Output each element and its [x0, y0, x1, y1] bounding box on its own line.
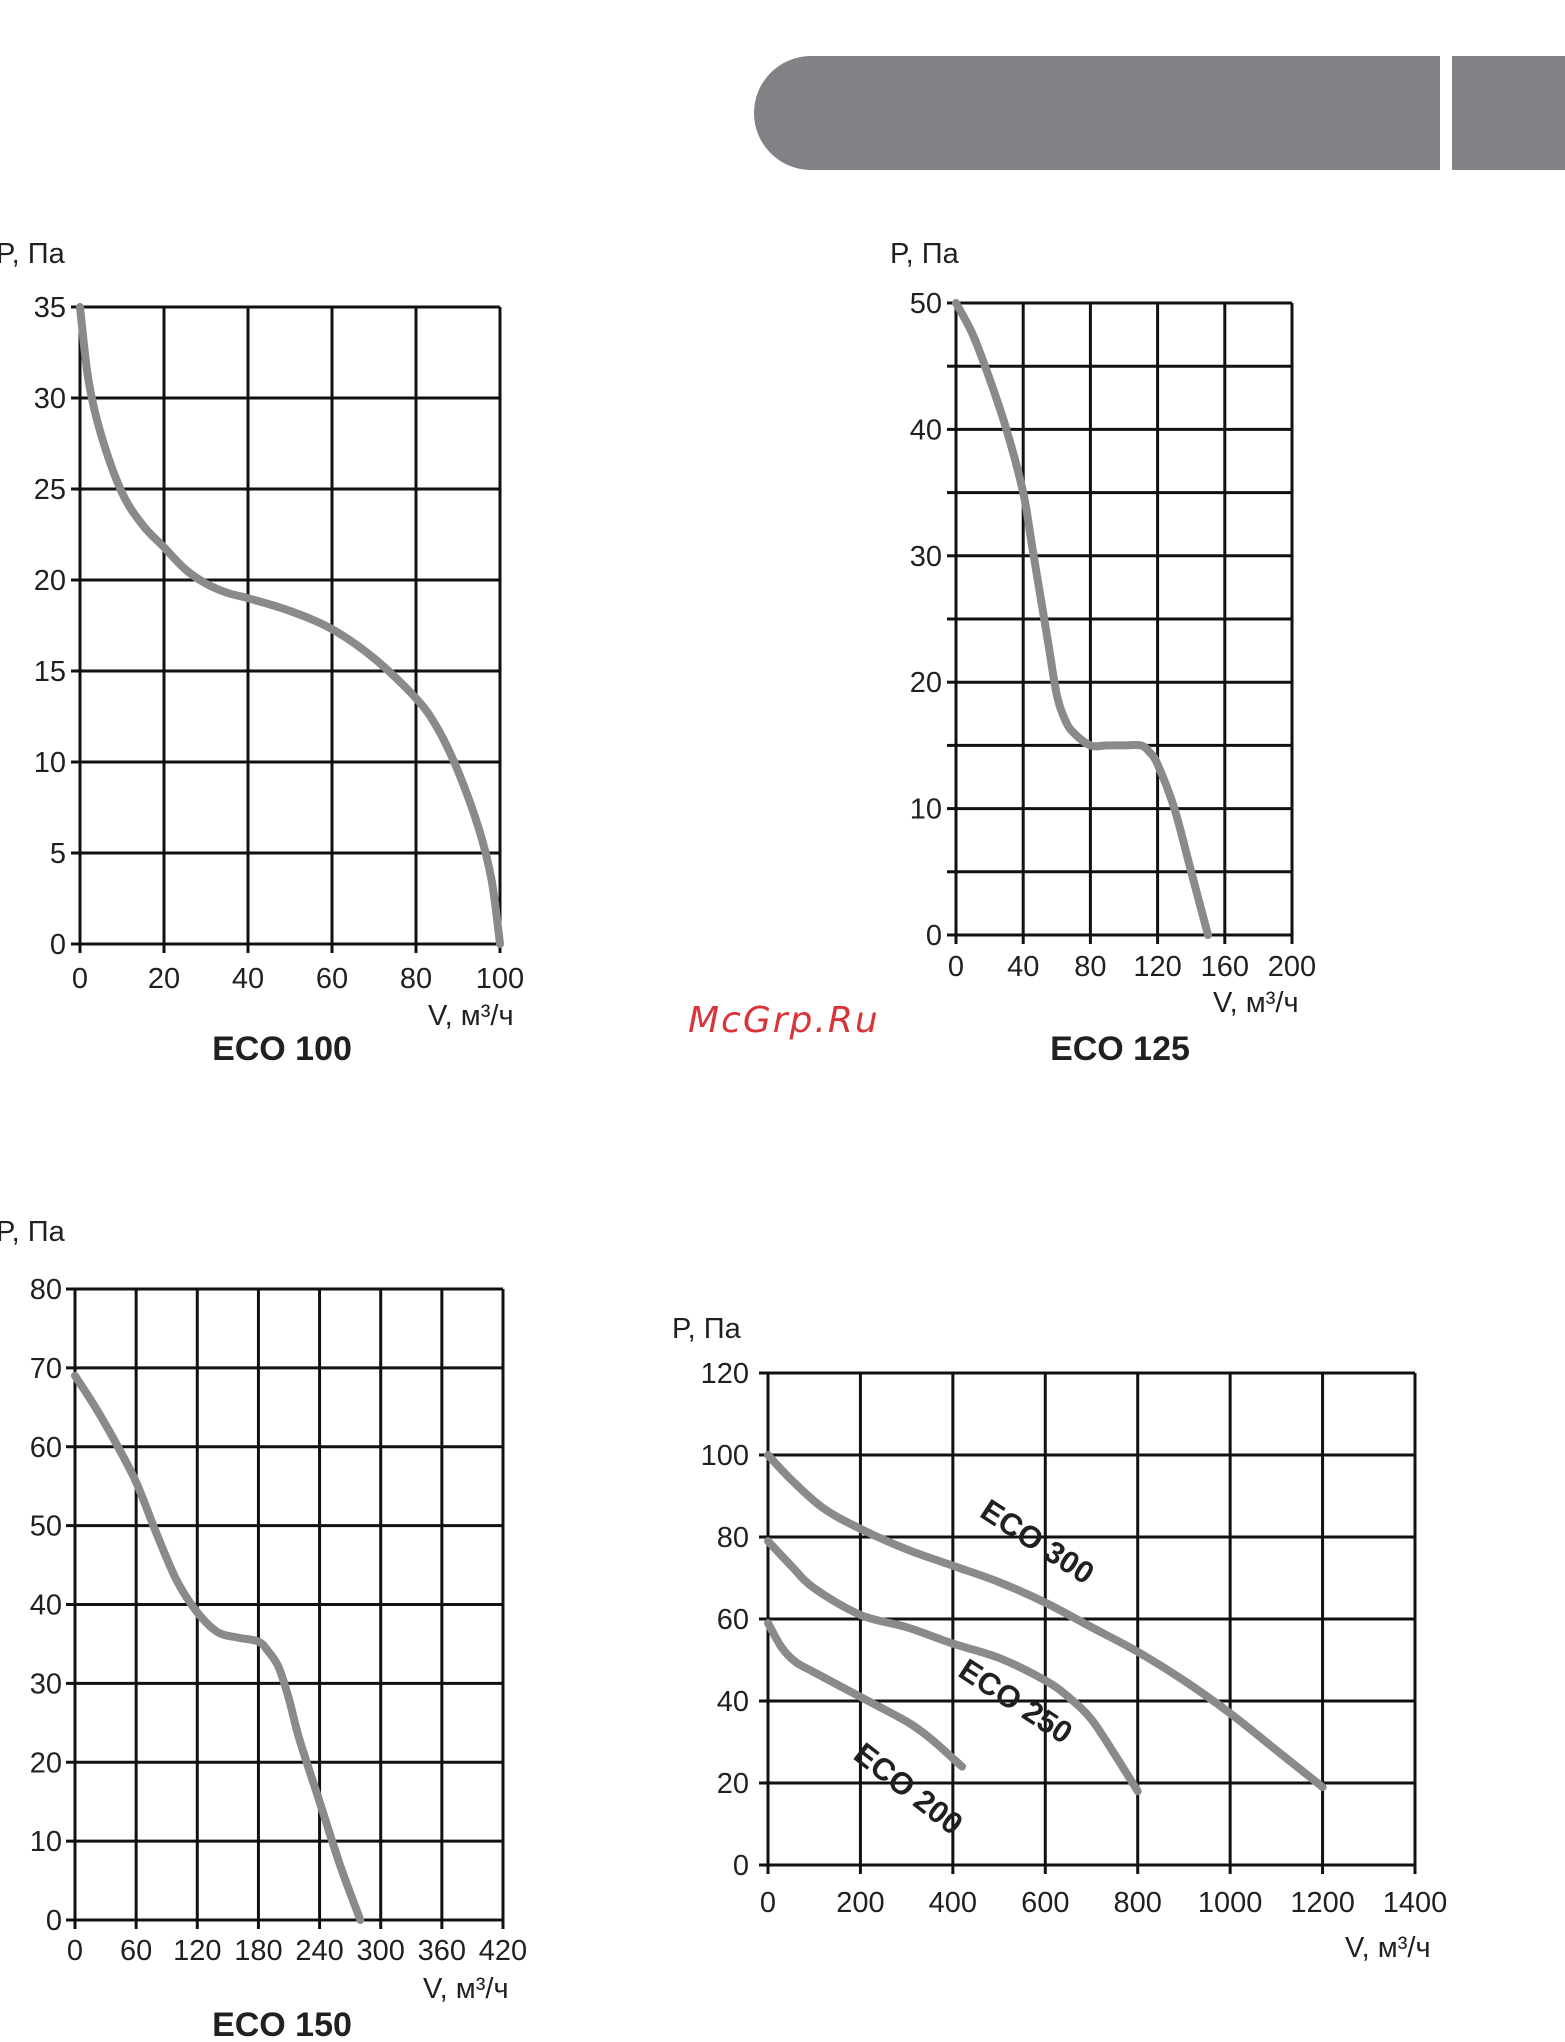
grid: [66, 1287, 505, 1929]
x-tick-label: 60: [120, 1935, 152, 1967]
x-axis-label: V, м³/ч: [428, 1000, 514, 1032]
y-tick-label: 20: [34, 565, 66, 597]
series: [764, 1451, 1327, 1796]
chart-eco-100: P, Па 0 5 10 15 20 25 30 35 0 20 40 60 80 100 V, м³/…: [0, 238, 524, 1068]
x-tick-label: 360: [418, 1935, 466, 1967]
y-tick-label: 10: [30, 1826, 62, 1858]
y-axis-label: P, Па: [672, 1313, 742, 1345]
x-tick-label: 20: [148, 963, 180, 995]
chart-eco-150: P, Па 0 10 20 30 40 50 60 70 80 0 60 120 180 240 300 3…: [0, 1216, 527, 2042]
x-tick-label: 420: [479, 1935, 527, 1967]
x-tick-label: 80: [1074, 951, 1106, 983]
x-tick-label: 240: [295, 1935, 343, 1967]
y-axis-label: P, Па: [0, 238, 66, 270]
y-tick-label: 70: [30, 1353, 62, 1385]
series: [76, 303, 504, 948]
y-tick-labels: 0 10 20 30 40 50: [910, 288, 942, 952]
y-tick-label: 20: [717, 1768, 749, 1800]
x-tick-label: 80: [400, 963, 432, 995]
y-axis-label: P, Па: [0, 1216, 66, 1248]
x-tick-labels: 0 20 40 60 80 100: [72, 963, 524, 995]
x-tick-label: 400: [929, 1887, 977, 1919]
y-tick-label: 0: [50, 929, 66, 961]
grid: [947, 301, 1294, 944]
y-tick-labels: 0 20 40 60 80 100 120: [701, 1358, 749, 1882]
x-tick-labels: 0 40 80 120 160 200: [948, 951, 1316, 983]
y-tick-label: 20: [30, 1747, 62, 1779]
chart-eco-125: P, Па 0 10 20 30 40 50 0 40 80 120 160 200 V, м³/ч…: [890, 238, 1316, 1068]
y-tick-label: 40: [30, 1590, 62, 1622]
x-tick-label: 40: [232, 963, 264, 995]
y-tick-label: 25: [34, 474, 66, 506]
y-tick-label: 50: [30, 1511, 62, 1543]
y-tick-label: 10: [910, 794, 942, 826]
x-tick-label: 120: [173, 1935, 221, 1967]
x-tick-label: 160: [1201, 951, 1249, 983]
x-tick-labels: 0 200 400 600 800 1000 1200 1400: [760, 1887, 1447, 1919]
y-tick-label: 30: [34, 383, 66, 415]
series-line-eco-300: [764, 1451, 1327, 1792]
y-axis-label: P, Па: [890, 238, 960, 270]
x-axis-label: V, м³/ч: [1345, 1932, 1431, 1964]
x-tick-label: 800: [1114, 1887, 1162, 1919]
x-tick-label: 1200: [1290, 1887, 1355, 1919]
grid: [71, 305, 502, 953]
x-tick-label: 180: [234, 1935, 282, 1967]
chart-eco-200-250-300: P, Па 0 20 40 60 80 100 120 0 200 400 600 800 1000 1…: [672, 1313, 1447, 1964]
x-tick-label: 200: [1268, 951, 1316, 983]
y-tick-labels: 0 5 10 15 20 25 30 35: [34, 292, 66, 961]
x-tick-label: 0: [67, 1935, 83, 1967]
x-tick-label: 60: [316, 963, 348, 995]
y-tick-label: 0: [926, 920, 942, 952]
y-tick-labels: 0 10 20 30 40 50 60 70 80: [30, 1274, 62, 1937]
series-line-0: [71, 1371, 365, 1924]
series-line-0: [952, 299, 1212, 939]
y-tick-label: 0: [733, 1850, 749, 1882]
y-tick-label: 20: [910, 667, 942, 699]
y-tick-label: 80: [717, 1522, 749, 1554]
y-tick-label: 40: [910, 414, 942, 446]
series-line-0: [76, 303, 504, 948]
y-tick-label: 100: [701, 1440, 749, 1472]
x-tick-label: 120: [1133, 951, 1181, 983]
y-tick-label: 60: [717, 1604, 749, 1636]
chart-title: ECO 150: [212, 2006, 352, 2042]
y-tick-label: 60: [30, 1432, 62, 1464]
y-tick-label: 10: [34, 747, 66, 779]
y-tick-label: 80: [30, 1274, 62, 1306]
y-tick-label: 30: [30, 1668, 62, 1700]
x-tick-label: 0: [948, 951, 964, 983]
y-tick-label: 5: [50, 838, 66, 870]
y-tick-label: 15: [34, 656, 66, 688]
series-line-eco-250: [764, 1537, 1142, 1796]
x-tick-label: 100: [476, 963, 524, 995]
x-tick-labels: 0 60 120 180 240 300 360 420: [67, 1935, 527, 1967]
x-tick-label: 1400: [1383, 1887, 1448, 1919]
x-tick-label: 40: [1007, 951, 1039, 983]
series: [952, 299, 1212, 939]
x-tick-label: 0: [760, 1887, 776, 1919]
x-axis-label: V, м³/ч: [423, 1973, 509, 2005]
x-tick-label: 600: [1021, 1887, 1069, 1919]
y-tick-label: 40: [717, 1686, 749, 1718]
x-axis-label: V, м³/ч: [1213, 987, 1299, 1019]
header-bar: [754, 56, 1440, 170]
header-tab: [1452, 56, 1565, 170]
y-tick-label: 120: [701, 1358, 749, 1390]
x-tick-label: 1000: [1198, 1887, 1263, 1919]
y-tick-label: 0: [46, 1905, 62, 1937]
x-tick-label: 300: [357, 1935, 405, 1967]
series-line-eco-200: [764, 1619, 967, 1771]
y-tick-label: 30: [910, 541, 942, 573]
series: [71, 1371, 365, 1924]
watermark: McGrp.Ru: [688, 1000, 880, 1041]
y-tick-label: 35: [34, 292, 66, 324]
x-tick-label: 0: [72, 963, 88, 995]
y-tick-label: 50: [910, 288, 942, 320]
x-tick-label: 200: [836, 1887, 884, 1919]
chart-title: ECO 125: [1050, 1030, 1190, 1068]
chart-title: ECO 100: [212, 1030, 352, 1068]
